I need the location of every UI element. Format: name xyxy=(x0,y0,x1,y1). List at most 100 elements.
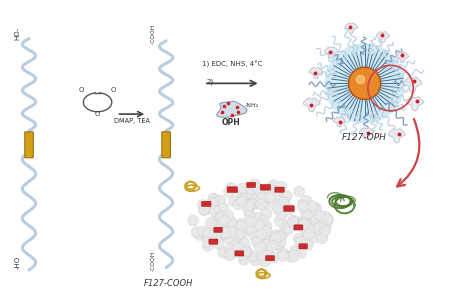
Circle shape xyxy=(260,233,271,244)
Circle shape xyxy=(288,215,299,226)
Circle shape xyxy=(255,199,266,210)
Circle shape xyxy=(223,233,234,243)
Circle shape xyxy=(224,250,235,260)
Circle shape xyxy=(236,189,247,199)
Text: DMAP, TEA: DMAP, TEA xyxy=(114,118,150,123)
Circle shape xyxy=(228,220,239,231)
Circle shape xyxy=(249,179,260,190)
FancyBboxPatch shape xyxy=(246,182,255,187)
Circle shape xyxy=(213,218,224,229)
Circle shape xyxy=(264,184,275,195)
Circle shape xyxy=(230,234,241,245)
FancyArrowPatch shape xyxy=(397,119,419,187)
Circle shape xyxy=(237,194,248,205)
Circle shape xyxy=(260,192,271,203)
Circle shape xyxy=(208,225,219,235)
Circle shape xyxy=(208,194,219,205)
Circle shape xyxy=(323,214,334,225)
Circle shape xyxy=(188,215,199,226)
Text: F127-OPH: F127-OPH xyxy=(342,133,387,142)
Circle shape xyxy=(282,190,292,201)
Circle shape xyxy=(248,194,259,205)
Circle shape xyxy=(248,181,259,192)
Circle shape xyxy=(316,221,327,232)
Circle shape xyxy=(292,244,303,255)
Text: -NH₂: -NH₂ xyxy=(245,103,259,108)
Circle shape xyxy=(205,204,216,215)
Text: F127-COOH: F127-COOH xyxy=(144,280,193,289)
Circle shape xyxy=(217,213,228,224)
FancyBboxPatch shape xyxy=(201,201,211,206)
Circle shape xyxy=(281,191,292,202)
Circle shape xyxy=(262,246,273,257)
Circle shape xyxy=(228,239,239,250)
Circle shape xyxy=(191,227,202,237)
Circle shape xyxy=(293,233,304,244)
Circle shape xyxy=(237,218,247,229)
Text: O: O xyxy=(95,111,100,117)
Polygon shape xyxy=(404,77,422,92)
Circle shape xyxy=(254,219,264,230)
Circle shape xyxy=(277,197,288,208)
Polygon shape xyxy=(325,47,338,58)
Circle shape xyxy=(226,227,237,238)
Circle shape xyxy=(219,228,230,239)
Circle shape xyxy=(199,204,210,215)
Text: -HO: -HO xyxy=(14,256,20,269)
Polygon shape xyxy=(310,67,323,79)
Circle shape xyxy=(205,218,216,228)
Text: OPH: OPH xyxy=(221,118,240,127)
Circle shape xyxy=(310,202,321,213)
Circle shape xyxy=(225,182,236,193)
Circle shape xyxy=(348,67,381,100)
Circle shape xyxy=(237,220,247,231)
Circle shape xyxy=(218,247,228,258)
Circle shape xyxy=(226,249,237,260)
Circle shape xyxy=(324,43,405,123)
Circle shape xyxy=(219,215,229,226)
Circle shape xyxy=(261,221,272,232)
Circle shape xyxy=(299,219,310,229)
Polygon shape xyxy=(217,101,247,117)
Circle shape xyxy=(215,195,226,206)
FancyBboxPatch shape xyxy=(209,239,218,244)
Circle shape xyxy=(238,242,249,253)
Polygon shape xyxy=(333,117,345,127)
Circle shape xyxy=(218,203,229,214)
Circle shape xyxy=(301,195,311,206)
Circle shape xyxy=(261,226,272,237)
Circle shape xyxy=(273,238,284,249)
Circle shape xyxy=(216,230,227,241)
Circle shape xyxy=(270,230,281,241)
Circle shape xyxy=(216,211,227,222)
Circle shape xyxy=(202,228,213,238)
Circle shape xyxy=(313,223,324,234)
Circle shape xyxy=(303,229,314,240)
Circle shape xyxy=(203,232,214,242)
Circle shape xyxy=(305,220,316,231)
Circle shape xyxy=(307,201,318,211)
Polygon shape xyxy=(303,98,320,112)
Circle shape xyxy=(269,231,280,242)
Circle shape xyxy=(202,240,213,251)
Circle shape xyxy=(237,219,248,230)
Circle shape xyxy=(211,230,222,240)
Circle shape xyxy=(298,202,309,212)
Circle shape xyxy=(227,219,237,229)
Circle shape xyxy=(277,251,288,262)
Circle shape xyxy=(261,208,272,219)
Circle shape xyxy=(273,231,284,242)
Circle shape xyxy=(210,206,220,216)
FancyBboxPatch shape xyxy=(162,132,170,158)
Circle shape xyxy=(256,229,267,239)
Circle shape xyxy=(207,197,218,208)
Circle shape xyxy=(267,240,278,251)
Circle shape xyxy=(316,229,327,240)
Circle shape xyxy=(317,220,328,231)
Circle shape xyxy=(322,214,333,225)
Circle shape xyxy=(208,231,219,242)
Circle shape xyxy=(243,200,254,211)
Circle shape xyxy=(237,229,248,240)
Circle shape xyxy=(240,246,251,257)
Circle shape xyxy=(301,208,312,219)
